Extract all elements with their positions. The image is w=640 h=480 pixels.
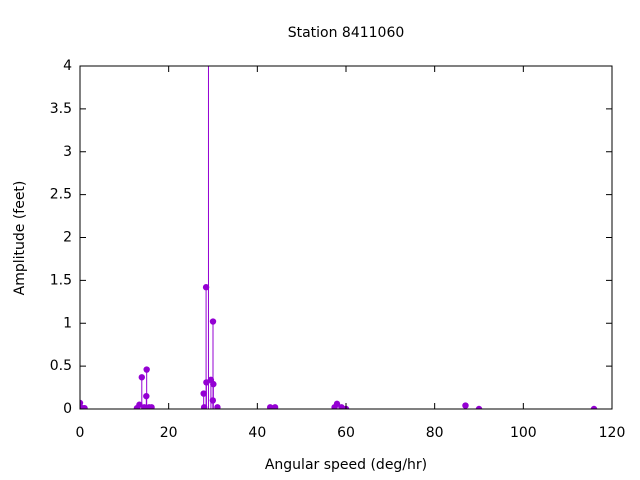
point	[266, 404, 274, 409]
y-tick-label: 0	[63, 401, 72, 417]
y-tick-label: 3	[63, 144, 72, 160]
plot-border	[79, 65, 613, 410]
plot-area	[80, 66, 598, 409]
point	[333, 400, 341, 408]
y-tick-label: 1.5	[50, 272, 72, 288]
point	[209, 318, 217, 325]
point	[138, 374, 146, 381]
chart-title: Station 8411060	[288, 25, 405, 41]
point	[143, 366, 150, 373]
point	[80, 399, 84, 407]
x-tick-label: 80	[426, 425, 444, 441]
x-tick-label: 100	[510, 425, 537, 441]
point	[462, 402, 469, 409]
y-tick-label: 3.5	[50, 101, 72, 117]
point	[148, 404, 155, 409]
y-tick-label: 0.5	[50, 358, 72, 374]
x-tick-label: 60	[337, 425, 355, 441]
x-tick-label: 0	[76, 425, 85, 441]
point	[214, 404, 221, 409]
x-tick-label: 120	[599, 425, 626, 441]
point	[136, 401, 143, 408]
point	[202, 284, 210, 291]
y-tick-label: 2.5	[50, 187, 72, 203]
y-tick-label: 1	[63, 315, 72, 331]
point	[81, 404, 88, 409]
y-axis-label: Amplitude (feet)	[12, 181, 28, 296]
point	[210, 380, 217, 388]
point	[271, 404, 279, 409]
y-tick-label: 2	[63, 230, 72, 246]
point	[475, 405, 483, 409]
y-tick-label: 4	[63, 58, 72, 74]
x-tick-label: 20	[160, 425, 178, 441]
x-tick-label: 40	[248, 425, 266, 441]
point	[590, 405, 598, 409]
point	[200, 390, 207, 397]
x-axis-label: Angular speed (deg/hr)	[265, 457, 427, 473]
